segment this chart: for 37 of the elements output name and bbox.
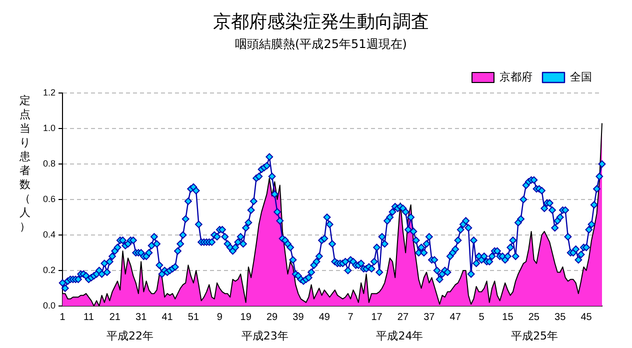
y-tick-label: 1.0 bbox=[42, 122, 56, 133]
y-tick-label: 0.2 bbox=[42, 264, 56, 275]
x-tick-label: 21 bbox=[109, 312, 121, 323]
text: 平成25年 bbox=[511, 329, 558, 342]
x-tick-label: 1 bbox=[60, 312, 66, 323]
y-tick-label: 0.4 bbox=[42, 229, 56, 240]
x-tick-label: 29 bbox=[266, 312, 278, 323]
legend-label: 全国 bbox=[570, 72, 592, 84]
x-tick-label: 25 bbox=[528, 312, 540, 323]
legend-label: 京都府 bbox=[500, 70, 532, 84]
text: 定点当り患者数（人） bbox=[20, 94, 30, 233]
x-tick-label: 35 bbox=[554, 312, 566, 323]
x-tick-label: 37 bbox=[424, 312, 436, 323]
text: 平成23年 bbox=[241, 329, 288, 342]
y-tick-label: 0.8 bbox=[42, 158, 56, 168]
x-tick-label: 31 bbox=[136, 312, 148, 323]
chart-subtitle: 咽頭結膜熱(平成25年51週現在) bbox=[235, 36, 407, 51]
text: 平成24年 bbox=[376, 329, 424, 342]
x-tick-label: 15 bbox=[502, 312, 514, 323]
x-tick-label: 51 bbox=[188, 312, 200, 323]
x-tick-label: 19 bbox=[240, 312, 252, 323]
x-tick-label: 39 bbox=[292, 312, 304, 323]
x-tick-label: 45 bbox=[580, 312, 592, 323]
x-tick-label: 11 bbox=[84, 312, 94, 323]
x-tick-label: 5 bbox=[478, 312, 485, 323]
y-tick-label: 0.0 bbox=[42, 300, 56, 310]
y-tick-label: 1.2 bbox=[42, 87, 56, 98]
x-tick-label: 17 bbox=[371, 312, 383, 323]
text: 平成22年 bbox=[106, 329, 154, 342]
x-tick-label: 47 bbox=[450, 312, 462, 323]
x-tick-label: 49 bbox=[318, 312, 330, 323]
y-tick-label: 0.6 bbox=[42, 194, 56, 204]
x-tick-label: 9 bbox=[216, 312, 223, 323]
x-tick-label: 7 bbox=[348, 312, 354, 323]
x-tick-label: 27 bbox=[397, 312, 409, 323]
x-tick-label: 41 bbox=[162, 312, 174, 323]
chart-title: 京都府感染症発生動向調査 bbox=[213, 11, 429, 32]
